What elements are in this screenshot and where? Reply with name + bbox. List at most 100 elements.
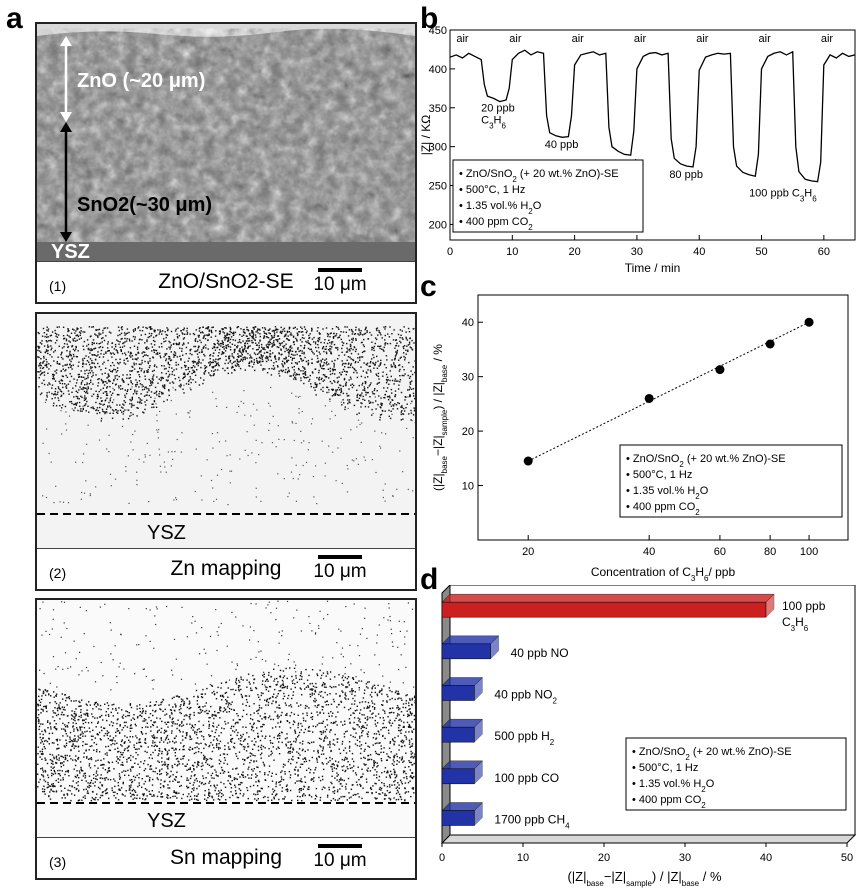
element-dot: [212, 359, 215, 361]
element-dot: [124, 389, 126, 391]
element-dot: [227, 742, 229, 744]
element-dot: [131, 781, 133, 784]
element-dot: [407, 602, 409, 604]
element-dot: [275, 339, 277, 341]
element-dot: [47, 727, 49, 729]
element-dot: [213, 374, 215, 376]
element-dot: [285, 743, 287, 745]
element-dot: [378, 733, 381, 736]
element-dot: [290, 746, 292, 748]
element-dot: [383, 387, 385, 389]
element-dot: [62, 368, 64, 370]
element-dot: [336, 377, 338, 379]
element-dot: [242, 351, 244, 353]
element-dot: [45, 399, 47, 401]
element-dot: [317, 339, 319, 342]
element-dot: [327, 761, 330, 763]
element-dot: [352, 359, 355, 362]
element-dot: [91, 370, 93, 372]
element-dot: [282, 369, 285, 372]
element-dot: [202, 775, 204, 777]
element-dot: [166, 348, 168, 350]
element-dot: [342, 392, 345, 395]
element-dot: [256, 766, 258, 768]
element-dot: [102, 719, 104, 721]
element-dot: [57, 397, 59, 399]
element-dot: [137, 357, 139, 359]
element-dot: [239, 367, 242, 370]
element-dot: [116, 412, 119, 414]
element-dot: [270, 386, 272, 389]
element-dot: [365, 381, 367, 383]
element-dot: [379, 690, 381, 693]
element-dot: [41, 758, 43, 760]
element-dot: [406, 345, 408, 347]
element-dot: [310, 383, 312, 385]
element-dot: [247, 797, 249, 800]
element-dot: [136, 346, 139, 348]
element-dot: [278, 726, 281, 728]
element-dot: [218, 365, 220, 367]
element-dot: [410, 714, 413, 716]
element-dot: [225, 359, 227, 361]
element-dot: [51, 392, 53, 395]
element-dot: [241, 346, 243, 348]
element-dot: [303, 682, 305, 685]
element-dot: [102, 410, 104, 412]
element-dot: [193, 752, 196, 755]
element-dot: [168, 346, 170, 348]
element-dot: [361, 701, 364, 703]
element-dot: [361, 775, 363, 778]
element-dot: [300, 673, 302, 675]
element-dot: [242, 350, 245, 352]
element-dot: [244, 347, 246, 349]
element-dot: [145, 347, 147, 349]
element-dot: [125, 710, 127, 712]
element-dot: [303, 731, 305, 734]
element-dot: [268, 671, 270, 674]
element-dot: [253, 703, 255, 705]
element-dot: [158, 333, 160, 335]
element-dot: [391, 633, 393, 635]
element-dot: [38, 699, 40, 702]
element-dot: [359, 741, 361, 743]
element-dot: [333, 380, 335, 382]
element-dot: [111, 356, 113, 358]
element-dot: [122, 782, 124, 785]
element-dot: [124, 735, 126, 737]
element-dot: [111, 362, 114, 364]
element-dot: [257, 641, 259, 643]
element-dot: [186, 373, 189, 376]
element-dot: [79, 334, 81, 336]
element-dot: [356, 413, 358, 416]
element-dot: [120, 332, 123, 335]
element-dot: [391, 413, 393, 415]
element-dot: [379, 363, 382, 365]
element-dot: [189, 718, 191, 720]
element-dot: [133, 330, 135, 333]
element-dot: [174, 451, 176, 453]
element-dot: [178, 335, 181, 337]
element-dot: [401, 756, 403, 758]
element-dot: [404, 744, 406, 747]
element-dot: [173, 356, 175, 358]
element-dot: [275, 358, 277, 360]
element-dot: [394, 773, 396, 776]
element-dot: [206, 459, 208, 461]
element-dot: [304, 368, 306, 371]
element-dot: [67, 330, 69, 333]
element-dot: [297, 769, 299, 771]
element-dot: [359, 735, 361, 738]
element-dot: [150, 335, 152, 337]
element-dot: [66, 363, 68, 366]
element-dot: [277, 665, 280, 667]
element-dot: [144, 375, 146, 377]
element-dot: [173, 374, 176, 376]
element-dot: [244, 759, 246, 761]
element-dot: [73, 716, 75, 718]
element-dot: [273, 336, 275, 338]
element-dot: [310, 385, 312, 388]
element-dot: [391, 392, 393, 394]
element-dot: [187, 380, 190, 383]
element-dot: [203, 373, 206, 375]
